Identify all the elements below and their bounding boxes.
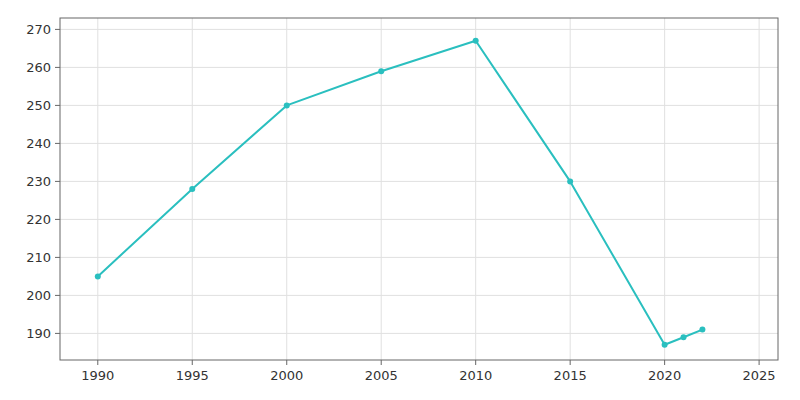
y-grid-line bbox=[60, 67, 778, 68]
y-grid-line bbox=[60, 105, 778, 106]
y-tick bbox=[55, 219, 60, 220]
x-grid-line bbox=[97, 18, 98, 360]
chart-container: 1990 1995 2000 2005 2010 2015 2020 2025 190 200 21… bbox=[0, 0, 800, 400]
y-grid-line bbox=[60, 219, 778, 220]
y-tick-label: 260 bbox=[26, 60, 51, 75]
x-tick bbox=[381, 360, 382, 365]
point bbox=[662, 342, 668, 348]
x-tick-label: 2025 bbox=[743, 368, 776, 383]
y-tick bbox=[55, 333, 60, 334]
x-tick bbox=[664, 360, 665, 365]
y-tick bbox=[55, 29, 60, 30]
x-grid-line bbox=[286, 18, 287, 360]
y-tick-label: 230 bbox=[26, 174, 51, 189]
x-grid-line bbox=[759, 18, 760, 360]
series bbox=[95, 38, 706, 348]
chart: 1990 1995 2000 2005 2010 2015 2020 2025 190 200 21… bbox=[0, 0, 800, 400]
x-tick-label: 2015 bbox=[554, 368, 587, 383]
point bbox=[95, 273, 101, 279]
y-tick-label: 270 bbox=[26, 22, 51, 37]
line bbox=[98, 41, 703, 345]
x-tick bbox=[97, 360, 98, 365]
point bbox=[681, 334, 687, 340]
y-grid-line bbox=[60, 333, 778, 334]
plot-frame bbox=[60, 18, 778, 360]
y-tick bbox=[55, 105, 60, 106]
y-tick bbox=[55, 181, 60, 182]
x-tick-label: 1990 bbox=[81, 368, 114, 383]
y-grid-line bbox=[60, 181, 778, 182]
y-tick-label: 190 bbox=[26, 326, 51, 341]
y-grid-line bbox=[60, 29, 778, 30]
point bbox=[473, 38, 479, 44]
point bbox=[699, 327, 705, 333]
x-tick bbox=[475, 360, 476, 365]
y-tick bbox=[55, 257, 60, 258]
y-grid-line bbox=[60, 143, 778, 144]
y-tick bbox=[55, 67, 60, 68]
y-tick-label: 240 bbox=[26, 136, 51, 151]
y-grid-line bbox=[60, 257, 778, 258]
plot-area bbox=[60, 18, 778, 360]
x-tick bbox=[759, 360, 760, 365]
point bbox=[378, 68, 384, 74]
x-tick-label: 2010 bbox=[459, 368, 492, 383]
x-tick bbox=[192, 360, 193, 365]
x-tick-label: 2005 bbox=[365, 368, 398, 383]
x-grid-line bbox=[570, 18, 571, 360]
point bbox=[567, 178, 573, 184]
x-grid-line bbox=[475, 18, 476, 360]
x-tick-label: 2020 bbox=[648, 368, 681, 383]
x-tick bbox=[286, 360, 287, 365]
point bbox=[284, 102, 290, 108]
y-tick-label: 210 bbox=[26, 250, 51, 265]
y-grid-line bbox=[60, 295, 778, 296]
y-tick-label: 250 bbox=[26, 98, 51, 113]
grid bbox=[60, 18, 778, 360]
y-tick bbox=[55, 295, 60, 296]
x-tick bbox=[570, 360, 571, 365]
y-tick bbox=[55, 143, 60, 144]
x-tick-label: 2000 bbox=[270, 368, 303, 383]
x-tick-label: 1995 bbox=[176, 368, 209, 383]
y-tick-label: 220 bbox=[26, 212, 51, 227]
y-tick-label: 200 bbox=[26, 288, 51, 303]
point bbox=[189, 186, 195, 192]
x-grid-line bbox=[664, 18, 665, 360]
tick-labels: 1990 1995 2000 2005 2010 2015 2020 2025 190 200 21… bbox=[26, 22, 775, 383]
